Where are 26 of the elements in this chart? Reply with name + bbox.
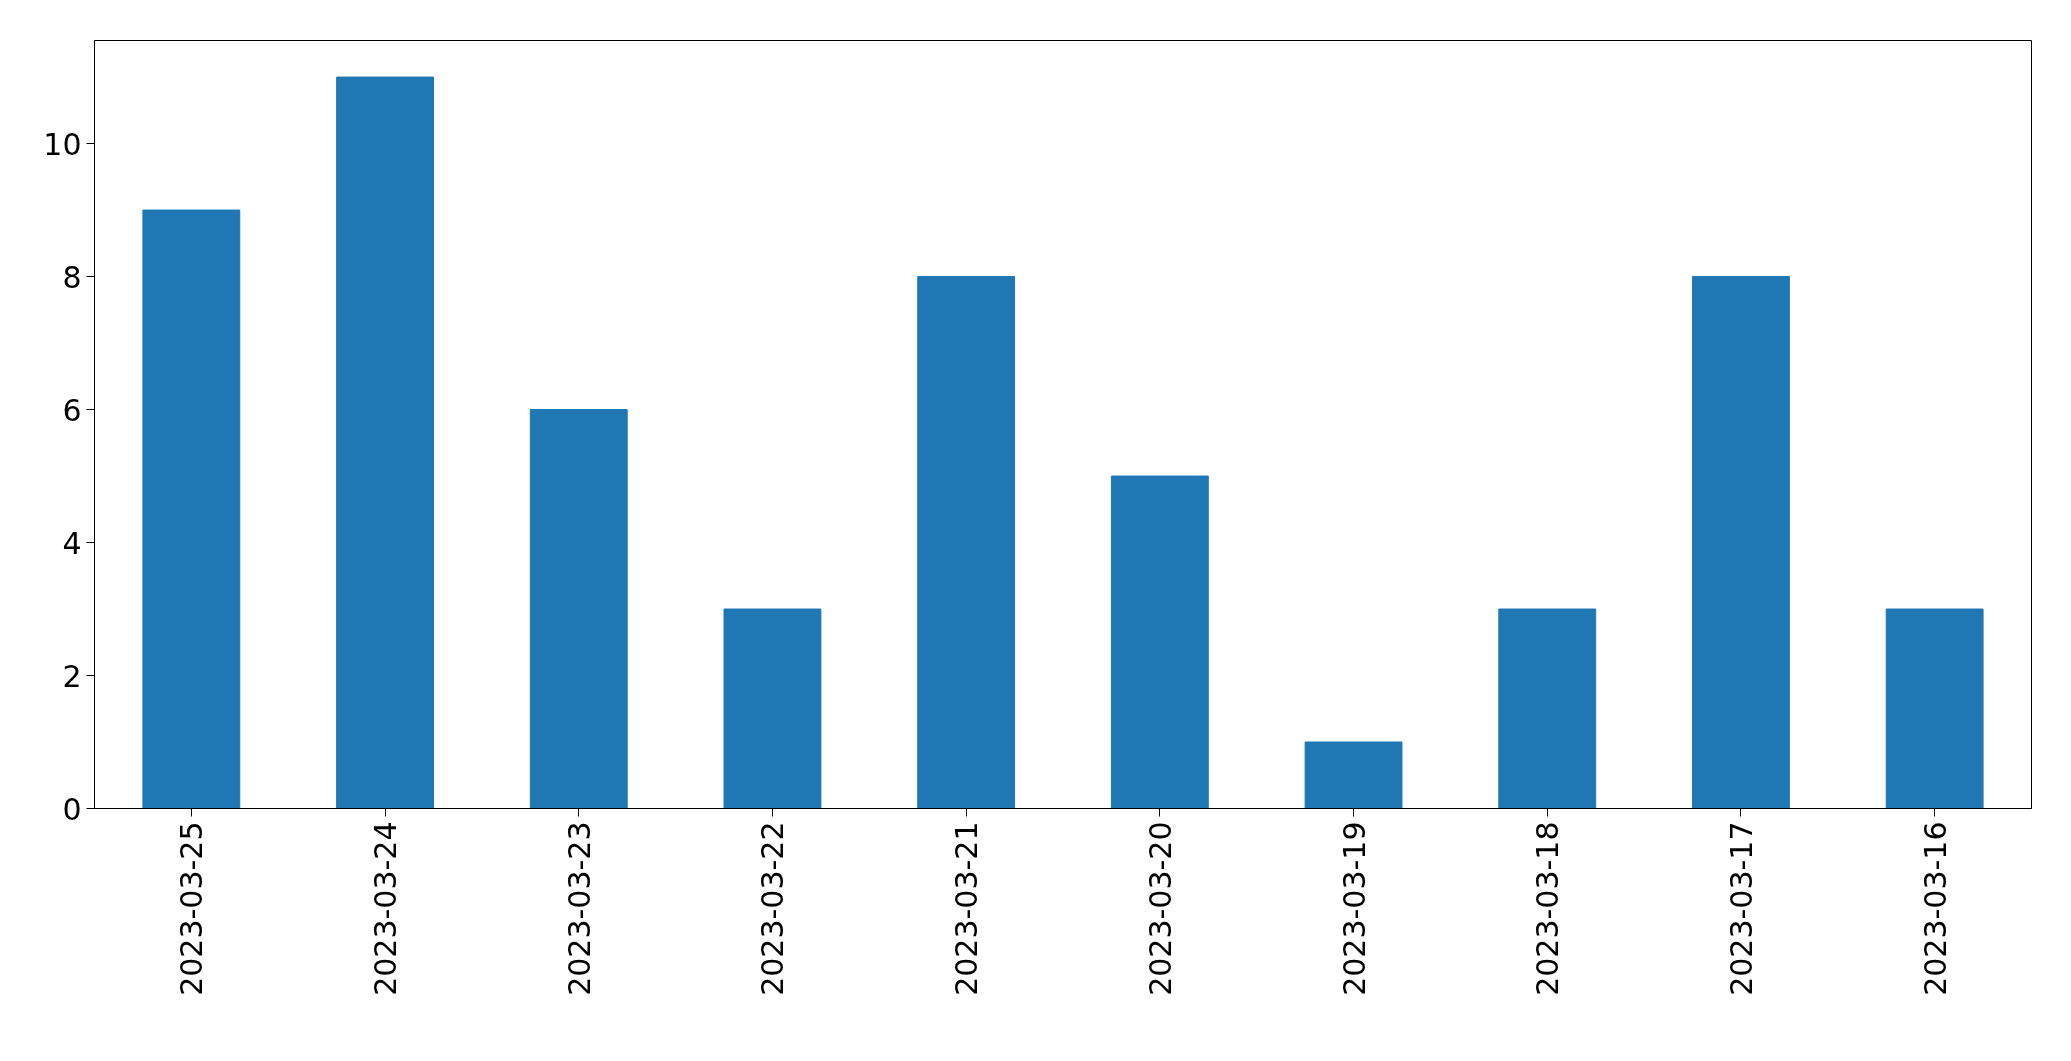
bar (723, 608, 822, 809)
x-tick-label: 2023-03-20 (1142, 821, 1178, 996)
x-tick-label: 2023-03-21 (949, 821, 985, 996)
x-tick-label: 2023-03-24 (368, 821, 404, 996)
bar (1498, 608, 1597, 809)
y-tick-label: 8 (62, 259, 82, 295)
bar (142, 209, 241, 809)
bar (1110, 475, 1209, 809)
bar (1885, 608, 1984, 809)
x-tick-label: 2023-03-19 (1336, 821, 1372, 996)
y-tick-label: 0 (62, 791, 82, 827)
bar (336, 76, 434, 809)
x-tick-label: 2023-03-17 (1723, 821, 1759, 996)
y-tick-label: 6 (62, 392, 82, 428)
bar (529, 409, 628, 809)
bar (917, 276, 1016, 809)
bar (1692, 276, 1790, 809)
x-tick-label: 2023-03-22 (755, 821, 791, 996)
x-tick-label: 2023-03-25 (174, 821, 210, 996)
x-tick-label: 2023-03-16 (1917, 821, 1953, 996)
x-tick-label: 2023-03-23 (561, 821, 597, 996)
y-tick-label: 4 (62, 525, 82, 561)
bar (1304, 741, 1403, 809)
y-tick-label: 10 (43, 126, 82, 162)
x-tick-label: 2023-03-18 (1530, 821, 1566, 996)
y-tick-label: 2 (62, 658, 82, 694)
